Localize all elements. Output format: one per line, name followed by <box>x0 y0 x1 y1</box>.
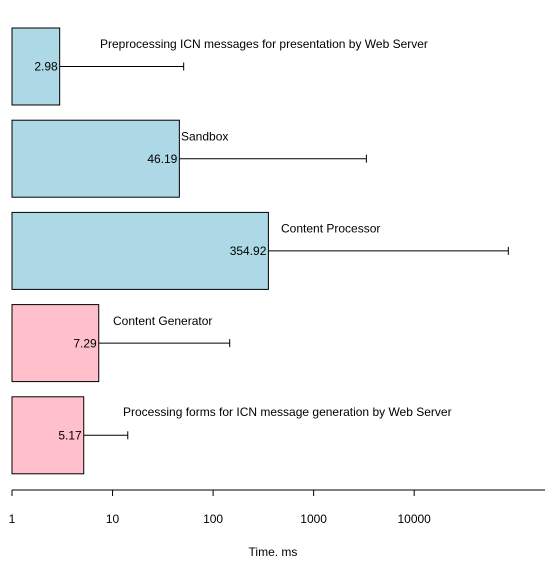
value-label: 5.17 <box>58 428 82 442</box>
bar <box>11 27 61 106</box>
bar <box>11 119 180 198</box>
value-label: 354.92 <box>230 244 267 258</box>
bar <box>11 211 269 290</box>
x-axis-label: Time. ms <box>249 545 298 559</box>
x-tick-label: 10000 <box>397 512 431 526</box>
x-tick-label: 10 <box>106 512 120 526</box>
bar <box>11 304 100 383</box>
category-label: Content Processor <box>281 222 380 236</box>
category-label: Content Generator <box>113 314 212 328</box>
category-label: Preprocessing ICN messages for presentat… <box>100 37 428 51</box>
bar <box>11 396 85 475</box>
category-label: Processing forms for ICN message generat… <box>123 405 452 419</box>
value-label: 2.98 <box>34 60 58 74</box>
x-tick-label: 1000 <box>300 512 327 526</box>
x-tick-label: 100 <box>203 512 223 526</box>
value-label: 7.29 <box>73 336 97 350</box>
x-tick-label: 1 <box>9 512 16 526</box>
value-label: 46.19 <box>147 152 177 166</box>
category-label: Sandbox <box>181 129 228 143</box>
